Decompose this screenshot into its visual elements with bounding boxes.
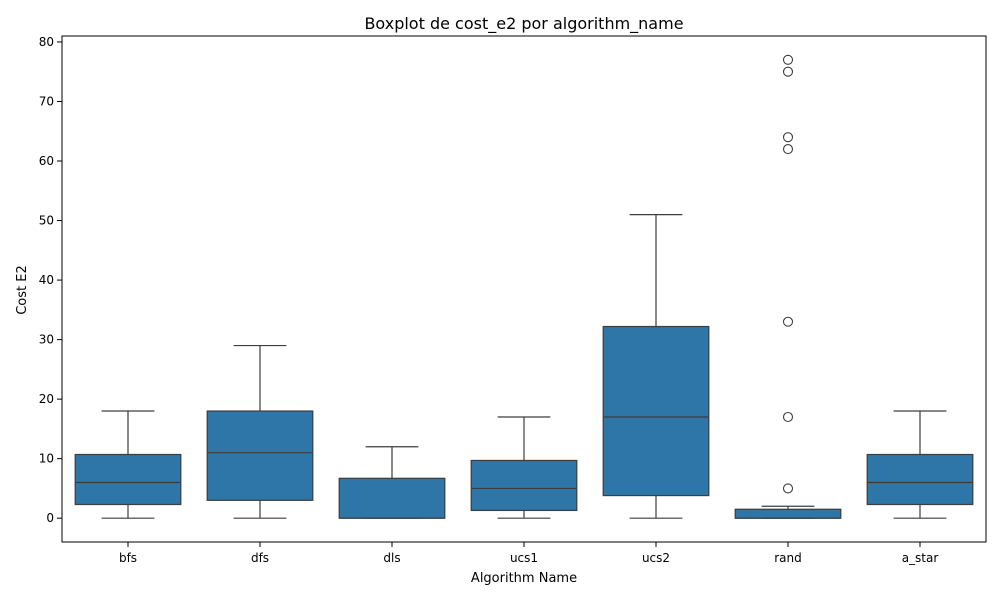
x-tick-label: dfs [251, 551, 269, 565]
x-axis: bfs dfs dls ucs1 ucs2 rand a_star [119, 542, 938, 565]
y-axis: 0 10 20 30 40 50 60 70 80 [39, 35, 62, 525]
box-rand [734, 54, 842, 519]
x-tick-label: bfs [119, 551, 137, 565]
box-ucs2 [602, 213, 710, 519]
y-tick-label: 30 [39, 333, 54, 347]
iqr-box [602, 325, 710, 497]
x-axis-label: Algorithm Name [471, 571, 577, 586]
outlier-point [782, 411, 794, 423]
x-tick-label: ucs1 [510, 551, 538, 565]
y-tick-label: 10 [39, 452, 54, 466]
x-tick-label: a_star [902, 551, 939, 565]
y-tick-label: 80 [39, 35, 54, 49]
iqr-box [338, 477, 446, 519]
iqr-box [470, 459, 578, 512]
outlier-point [782, 54, 794, 65]
outlier-point [782, 316, 794, 327]
y-tick-label: 40 [39, 273, 54, 287]
plot-area [61, 35, 987, 543]
outlier-point [782, 66, 794, 77]
box-dfs [206, 344, 314, 519]
y-tick-label: 0 [46, 511, 54, 525]
outlier-point [782, 132, 794, 143]
box-dls [338, 446, 446, 519]
y-tick-label: 60 [39, 154, 54, 168]
iqr-box [734, 508, 842, 519]
x-tick-label: ucs2 [642, 551, 670, 565]
outlier-point [782, 483, 794, 494]
y-tick-label: 50 [39, 214, 54, 228]
box-ucs1 [470, 416, 578, 519]
iqr-box [866, 453, 974, 506]
x-tick-label: rand [774, 551, 802, 565]
y-axis-label: Cost E2 [15, 265, 30, 315]
outlier-point [782, 144, 794, 155]
chart-title: Boxplot de cost_e2 por algorithm_name [364, 14, 683, 34]
box-a_star [866, 410, 974, 519]
y-tick-label: 20 [39, 392, 54, 406]
box-bfs [74, 410, 182, 519]
iqr-box [74, 453, 182, 506]
y-tick-label: 70 [39, 94, 54, 108]
x-tick-label: dls [383, 551, 400, 565]
iqr-box [206, 410, 314, 501]
